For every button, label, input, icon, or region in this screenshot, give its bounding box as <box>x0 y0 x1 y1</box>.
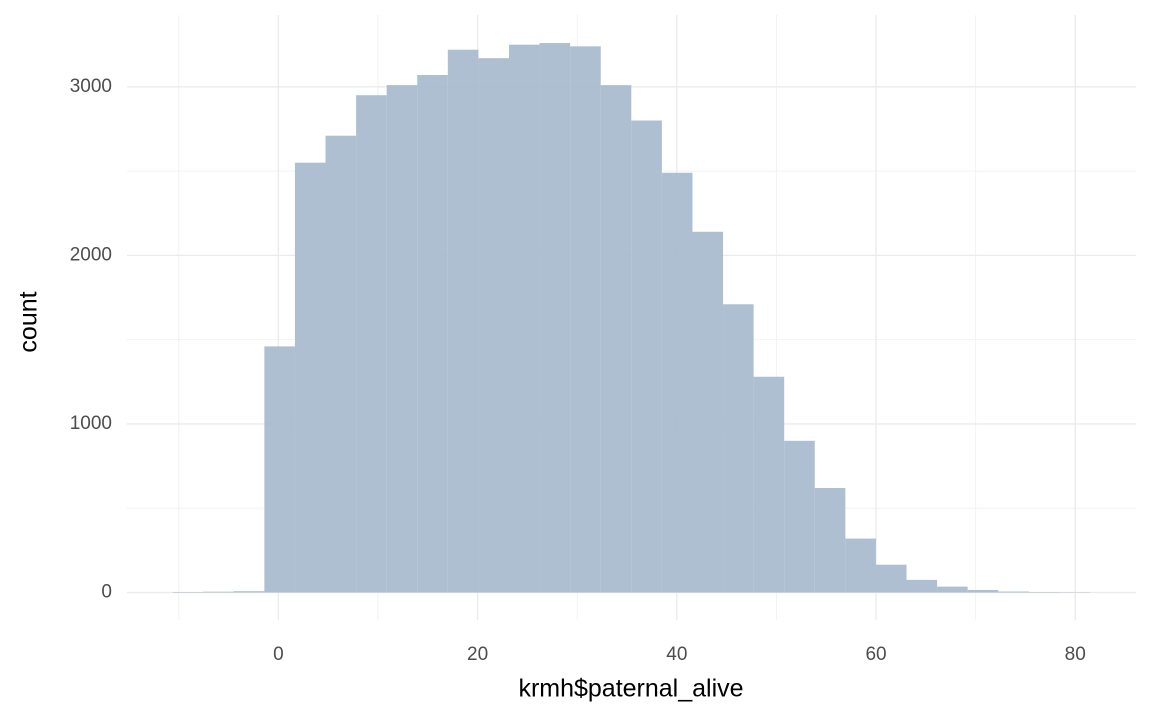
histogram-bar <box>447 49 479 593</box>
histogram-bar <box>600 85 632 593</box>
histogram-bar <box>417 75 448 593</box>
x-axis-title: krmh$paternal_alive <box>518 675 743 703</box>
histogram-bar <box>356 95 387 593</box>
histogram-bar <box>539 42 571 593</box>
histogram-bar <box>172 592 204 593</box>
y-tick-label: 3000 <box>70 76 112 97</box>
histogram-bar <box>692 231 724 593</box>
histogram-bar <box>723 304 754 593</box>
histogram-bar <box>998 591 1029 593</box>
histogram-bar <box>294 162 326 593</box>
histogram-bar <box>937 586 968 593</box>
x-tick-label: 80 <box>1065 644 1086 665</box>
histogram-bar <box>233 591 265 593</box>
histogram-bar <box>631 120 662 593</box>
x-tick-label: 0 <box>273 644 284 665</box>
x-tick-label: 40 <box>666 644 687 665</box>
histogram-bar <box>203 591 234 593</box>
histogram-bar <box>906 579 938 593</box>
histogram-bar <box>875 564 907 593</box>
histogram-bar <box>508 44 540 593</box>
histogram-bar <box>814 488 846 593</box>
y-tick-label: 0 <box>101 582 112 603</box>
histogram-bar <box>661 172 693 593</box>
histogram-bar <box>264 346 295 593</box>
histogram-bar <box>784 440 815 593</box>
y-tick-label: 1000 <box>70 413 112 434</box>
histogram-bar <box>967 589 999 593</box>
histogram-bar <box>845 538 876 593</box>
y-axis-title: count <box>15 291 43 352</box>
histogram-bar <box>478 58 509 593</box>
histogram-bar <box>325 135 357 593</box>
histogram-bar <box>570 46 601 593</box>
y-tick-label: 2000 <box>70 244 112 265</box>
histogram-bar <box>753 376 785 593</box>
histogram-bar <box>386 85 418 593</box>
histogram-bar <box>1028 592 1060 593</box>
x-tick-label: 20 <box>467 644 488 665</box>
x-tick-label: 60 <box>865 644 886 665</box>
